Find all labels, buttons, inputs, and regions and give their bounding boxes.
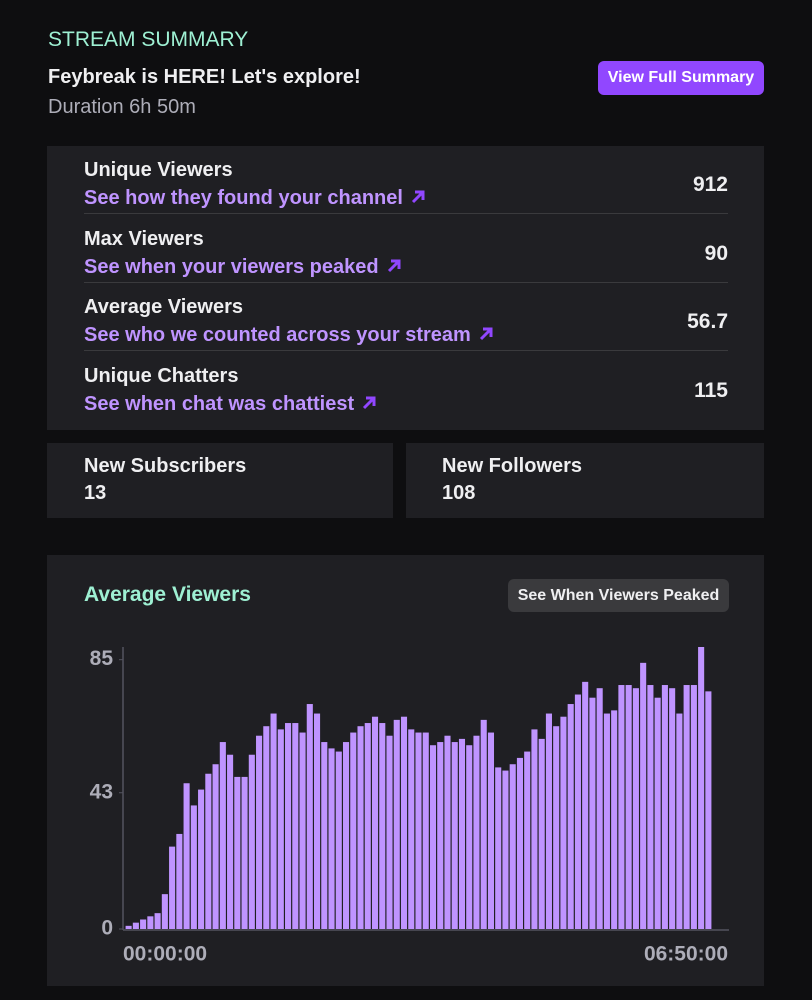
divider	[84, 350, 728, 351]
stat-value: 56.7	[687, 310, 728, 333]
stat-link-text[interactable]: See when chat was chattiest	[84, 392, 355, 415]
stat-link[interactable]: See how they found your channel	[84, 187, 427, 210]
stat-link-text[interactable]: See when your viewers peaked	[84, 255, 379, 278]
divider	[84, 213, 728, 214]
chart-card: Average Viewers See When Viewers Peaked	[47, 555, 764, 986]
arrow-icon	[411, 190, 425, 204]
stat-label: Unique Viewers	[84, 159, 233, 181]
card-label: New Followers	[442, 455, 583, 477]
stream-title: Feybreak is HERE! Let's explore!	[48, 66, 361, 88]
stats-card: Unique Viewers See how they found your ch…	[47, 146, 764, 430]
stat-label: Max Viewers	[84, 227, 204, 250]
arrow-icon	[479, 327, 493, 341]
stat-label: Unique Chatters	[84, 364, 239, 387]
card-label: New Subscribers	[84, 455, 247, 477]
view-full-summary-button[interactable]: View Full Summary	[598, 61, 764, 95]
stat-row: Unique Viewers See how they found your ch…	[47, 156, 764, 224]
stat-link[interactable]: See when your viewers peaked	[84, 256, 403, 279]
see-peak-button[interactable]: See When Viewers Peaked	[508, 579, 729, 612]
stat-row: Max Viewers See when your viewers peaked 9…	[47, 225, 764, 293]
stat-label: Average Viewers	[84, 296, 243, 318]
stat-value: 115	[694, 378, 728, 402]
subscribers-card: New Subscribers 13	[47, 443, 393, 518]
stat-value: 912	[692, 173, 728, 196]
card-value: 108	[442, 482, 476, 504]
stat-link-text[interactable]: See who we counted across your stream	[84, 324, 471, 346]
chart-title: Average Viewers	[84, 583, 251, 606]
followers-card: New Followers 108	[406, 443, 764, 518]
divider	[84, 281, 728, 283]
stat-link-text[interactable]: See how they found your channel	[84, 187, 403, 209]
stat-value: 90	[704, 241, 728, 265]
section-title: STREAM SUMMARY	[48, 28, 249, 51]
stat-row: Unique Chatters See when chat was chattie…	[47, 362, 764, 430]
arrow-icon	[363, 396, 376, 409]
stat-link[interactable]: See when chat was chattiest	[84, 393, 378, 416]
stat-row: Average Viewers See who we counted across…	[47, 293, 764, 361]
arrow-icon	[387, 259, 401, 272]
stat-link[interactable]: See who we counted across your stream	[84, 324, 495, 347]
duration: Duration 6h 50m	[48, 96, 196, 118]
card-value: 13	[84, 482, 107, 504]
